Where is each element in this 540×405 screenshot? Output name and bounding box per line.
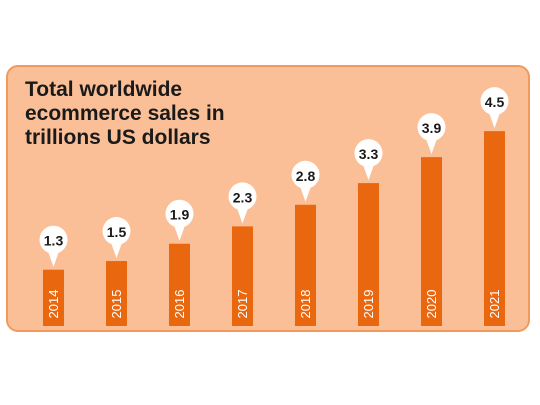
label-bubble-2019 bbox=[354, 139, 383, 168]
tick-label-2020: 2020 bbox=[424, 290, 439, 319]
label-pointer-2021 bbox=[489, 114, 500, 129]
label-bubble-2016 bbox=[165, 199, 194, 228]
data-label-2016: 1.9 bbox=[170, 207, 190, 223]
label-bubble-2021 bbox=[480, 87, 509, 116]
tick-label-2021: 2021 bbox=[487, 290, 502, 319]
label-bubble-2014 bbox=[39, 225, 68, 254]
label-bubble-2017 bbox=[228, 182, 257, 211]
tick-label-2014: 2014 bbox=[46, 290, 61, 319]
data-label-2015: 1.5 bbox=[107, 224, 127, 240]
label-pointer-2016 bbox=[174, 226, 185, 241]
data-label-2020: 3.9 bbox=[422, 120, 442, 136]
tick-label-2015: 2015 bbox=[109, 290, 124, 319]
bar-2021 bbox=[484, 131, 505, 326]
label-pointer-2017 bbox=[237, 209, 248, 224]
data-label-2018: 2.8 bbox=[296, 168, 316, 184]
data-label-2019: 3.3 bbox=[359, 146, 379, 162]
data-label-2017: 2.3 bbox=[233, 189, 253, 205]
chart-title: Total worldwide ecommerce sales in trill… bbox=[25, 78, 225, 149]
data-label-2014: 1.3 bbox=[44, 233, 64, 249]
label-bubble-2015 bbox=[102, 217, 131, 246]
bar-2019 bbox=[358, 183, 379, 326]
label-pointer-2015 bbox=[111, 244, 122, 259]
label-pointer-2014 bbox=[48, 252, 59, 267]
chart-panel bbox=[6, 65, 530, 332]
bar-2015 bbox=[106, 261, 127, 326]
bar-2014 bbox=[43, 269, 64, 326]
data-label-2021: 4.5 bbox=[485, 94, 505, 110]
label-pointer-2019 bbox=[363, 166, 374, 181]
bar-2016 bbox=[169, 243, 190, 326]
label-pointer-2018 bbox=[300, 187, 311, 202]
tick-label-2019: 2019 bbox=[361, 290, 376, 319]
tick-label-2017: 2017 bbox=[235, 290, 250, 319]
tick-label-2018: 2018 bbox=[298, 290, 313, 319]
label-pointer-2020 bbox=[426, 140, 437, 155]
bar-2020 bbox=[421, 157, 442, 326]
label-bubble-2018 bbox=[291, 160, 320, 189]
tick-label-2016: 2016 bbox=[172, 290, 187, 319]
bar-2017 bbox=[232, 226, 253, 326]
label-bubble-2020 bbox=[417, 113, 446, 142]
bar-2018 bbox=[295, 204, 316, 326]
